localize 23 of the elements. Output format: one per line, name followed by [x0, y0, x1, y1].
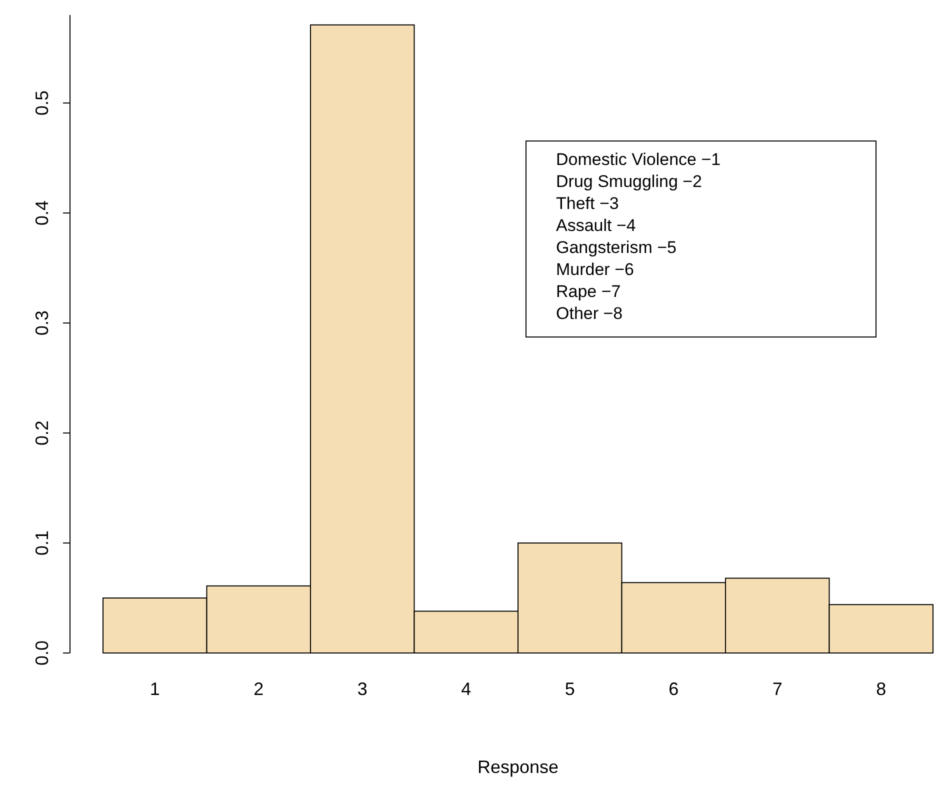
- x-tick-label: 1: [150, 679, 160, 699]
- annotation: Other −8: [556, 304, 623, 323]
- y-tick-label: 0.1: [32, 530, 52, 556]
- x-tick-label: 5: [564, 679, 575, 699]
- annotation: Gangsterism −5: [556, 238, 676, 257]
- x-tick-label: 2: [254, 679, 264, 699]
- x-tick-label: 7: [772, 679, 782, 699]
- x-tick-label: 4: [461, 679, 472, 699]
- y-tick-label: 0.3: [32, 310, 52, 336]
- y-tick-label: 0.5: [32, 90, 52, 116]
- y-tick-label: 0.0: [32, 640, 52, 666]
- y-tick-label: 0.2: [32, 420, 52, 446]
- annotation: Drug Smuggling −2: [556, 172, 702, 191]
- annotation: Theft −3: [556, 194, 619, 213]
- x-tick-label: 8: [876, 679, 886, 699]
- x-tick-label: 3: [357, 679, 368, 699]
- annotation: Rape −7: [556, 282, 621, 301]
- x-tick-label: 6: [668, 679, 679, 699]
- annotation: Murder −6: [556, 260, 634, 279]
- x-axis-title: Response: [477, 757, 559, 777]
- annotation: Domestic Violence −1: [556, 150, 721, 169]
- annotation: Assault −4: [556, 216, 636, 235]
- y-tick-label: 0.4: [32, 200, 52, 226]
